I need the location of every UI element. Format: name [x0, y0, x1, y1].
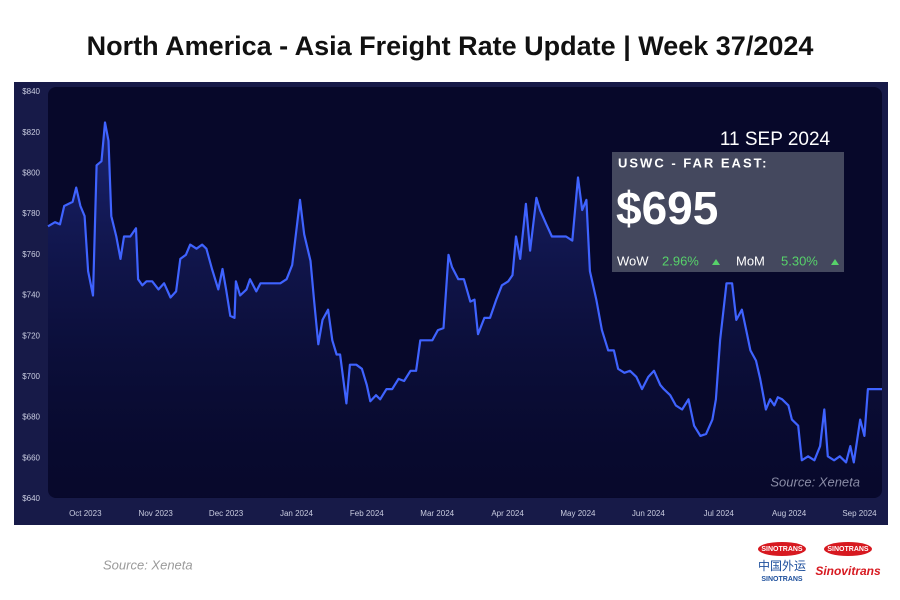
route-label: USWC - FAR EAST:	[618, 155, 768, 170]
x-tick-label: Apr 2024	[491, 509, 524, 518]
logo-badge	[758, 542, 806, 556]
y-tick-label: $800	[22, 169, 40, 178]
y-tick-label: $780	[22, 209, 40, 218]
x-tick-label: Feb 2024	[350, 509, 384, 518]
x-tick-label: Aug 2024	[772, 509, 807, 518]
y-tick-label: $640	[22, 494, 40, 503]
logo-badge-text: SINOTRANS	[761, 546, 803, 553]
up-arrow	[831, 259, 839, 265]
y-tick-label: $840	[22, 87, 40, 96]
plot: $640 $660 $680 $700 $720 $740 $760 $780 $800 $820…	[22, 87, 882, 518]
price-label: $695	[616, 182, 718, 234]
x-tick-label: Jul 2024	[704, 509, 735, 518]
x-tick-label: Mar 2024	[420, 509, 454, 518]
x-tick-label: Dec 2023	[209, 509, 244, 518]
line	[47, 121, 882, 464]
mom-value: 5.30%	[781, 253, 818, 268]
y-tick-label: $820	[22, 128, 40, 137]
source-inner: Source: Xeneta	[770, 474, 860, 489]
chart-title: North America - Asia Freight Rate Update…	[87, 31, 814, 61]
wow-label: WoW	[617, 253, 649, 268]
x-tick-label: Sep 2024	[842, 509, 877, 518]
logo-sinotrans: SINOTRANS 中国外运 SINOTRANS	[758, 542, 806, 583]
source-footer: Source: Xeneta	[103, 557, 193, 572]
logo-badge	[824, 542, 872, 556]
x-tick-label: Jun 2024	[632, 509, 665, 518]
y-tick-label: $660	[22, 453, 40, 462]
mom-label: MoM	[736, 253, 765, 268]
y-tick-label: $700	[22, 372, 40, 381]
up-arrow	[712, 259, 720, 265]
logo-badge-text: SINOTRANS	[827, 546, 869, 553]
date-label: 11 SEP 2024	[720, 129, 831, 150]
y-tick-label: $740	[22, 291, 40, 300]
x-tick-label: Jan 2024	[280, 509, 313, 518]
info-box	[612, 152, 844, 272]
y-tick-label: $720	[22, 331, 40, 340]
wow-value: 2.96%	[662, 253, 699, 268]
y-tick-label: $680	[22, 413, 40, 422]
x-tick-label: Oct 2023	[69, 509, 102, 518]
logo-cn: 中国外运	[758, 558, 806, 573]
logo-en: Sinovitrans	[815, 564, 881, 578]
logo-en: SINOTRANS	[761, 576, 803, 583]
x-tick-label: May 2024	[560, 509, 596, 518]
logo-sinovitrans: SINOTRANS Sinovitrans	[815, 542, 881, 578]
x-tick-label: Nov 2023	[139, 509, 174, 518]
y-tick-label: $760	[22, 250, 40, 259]
